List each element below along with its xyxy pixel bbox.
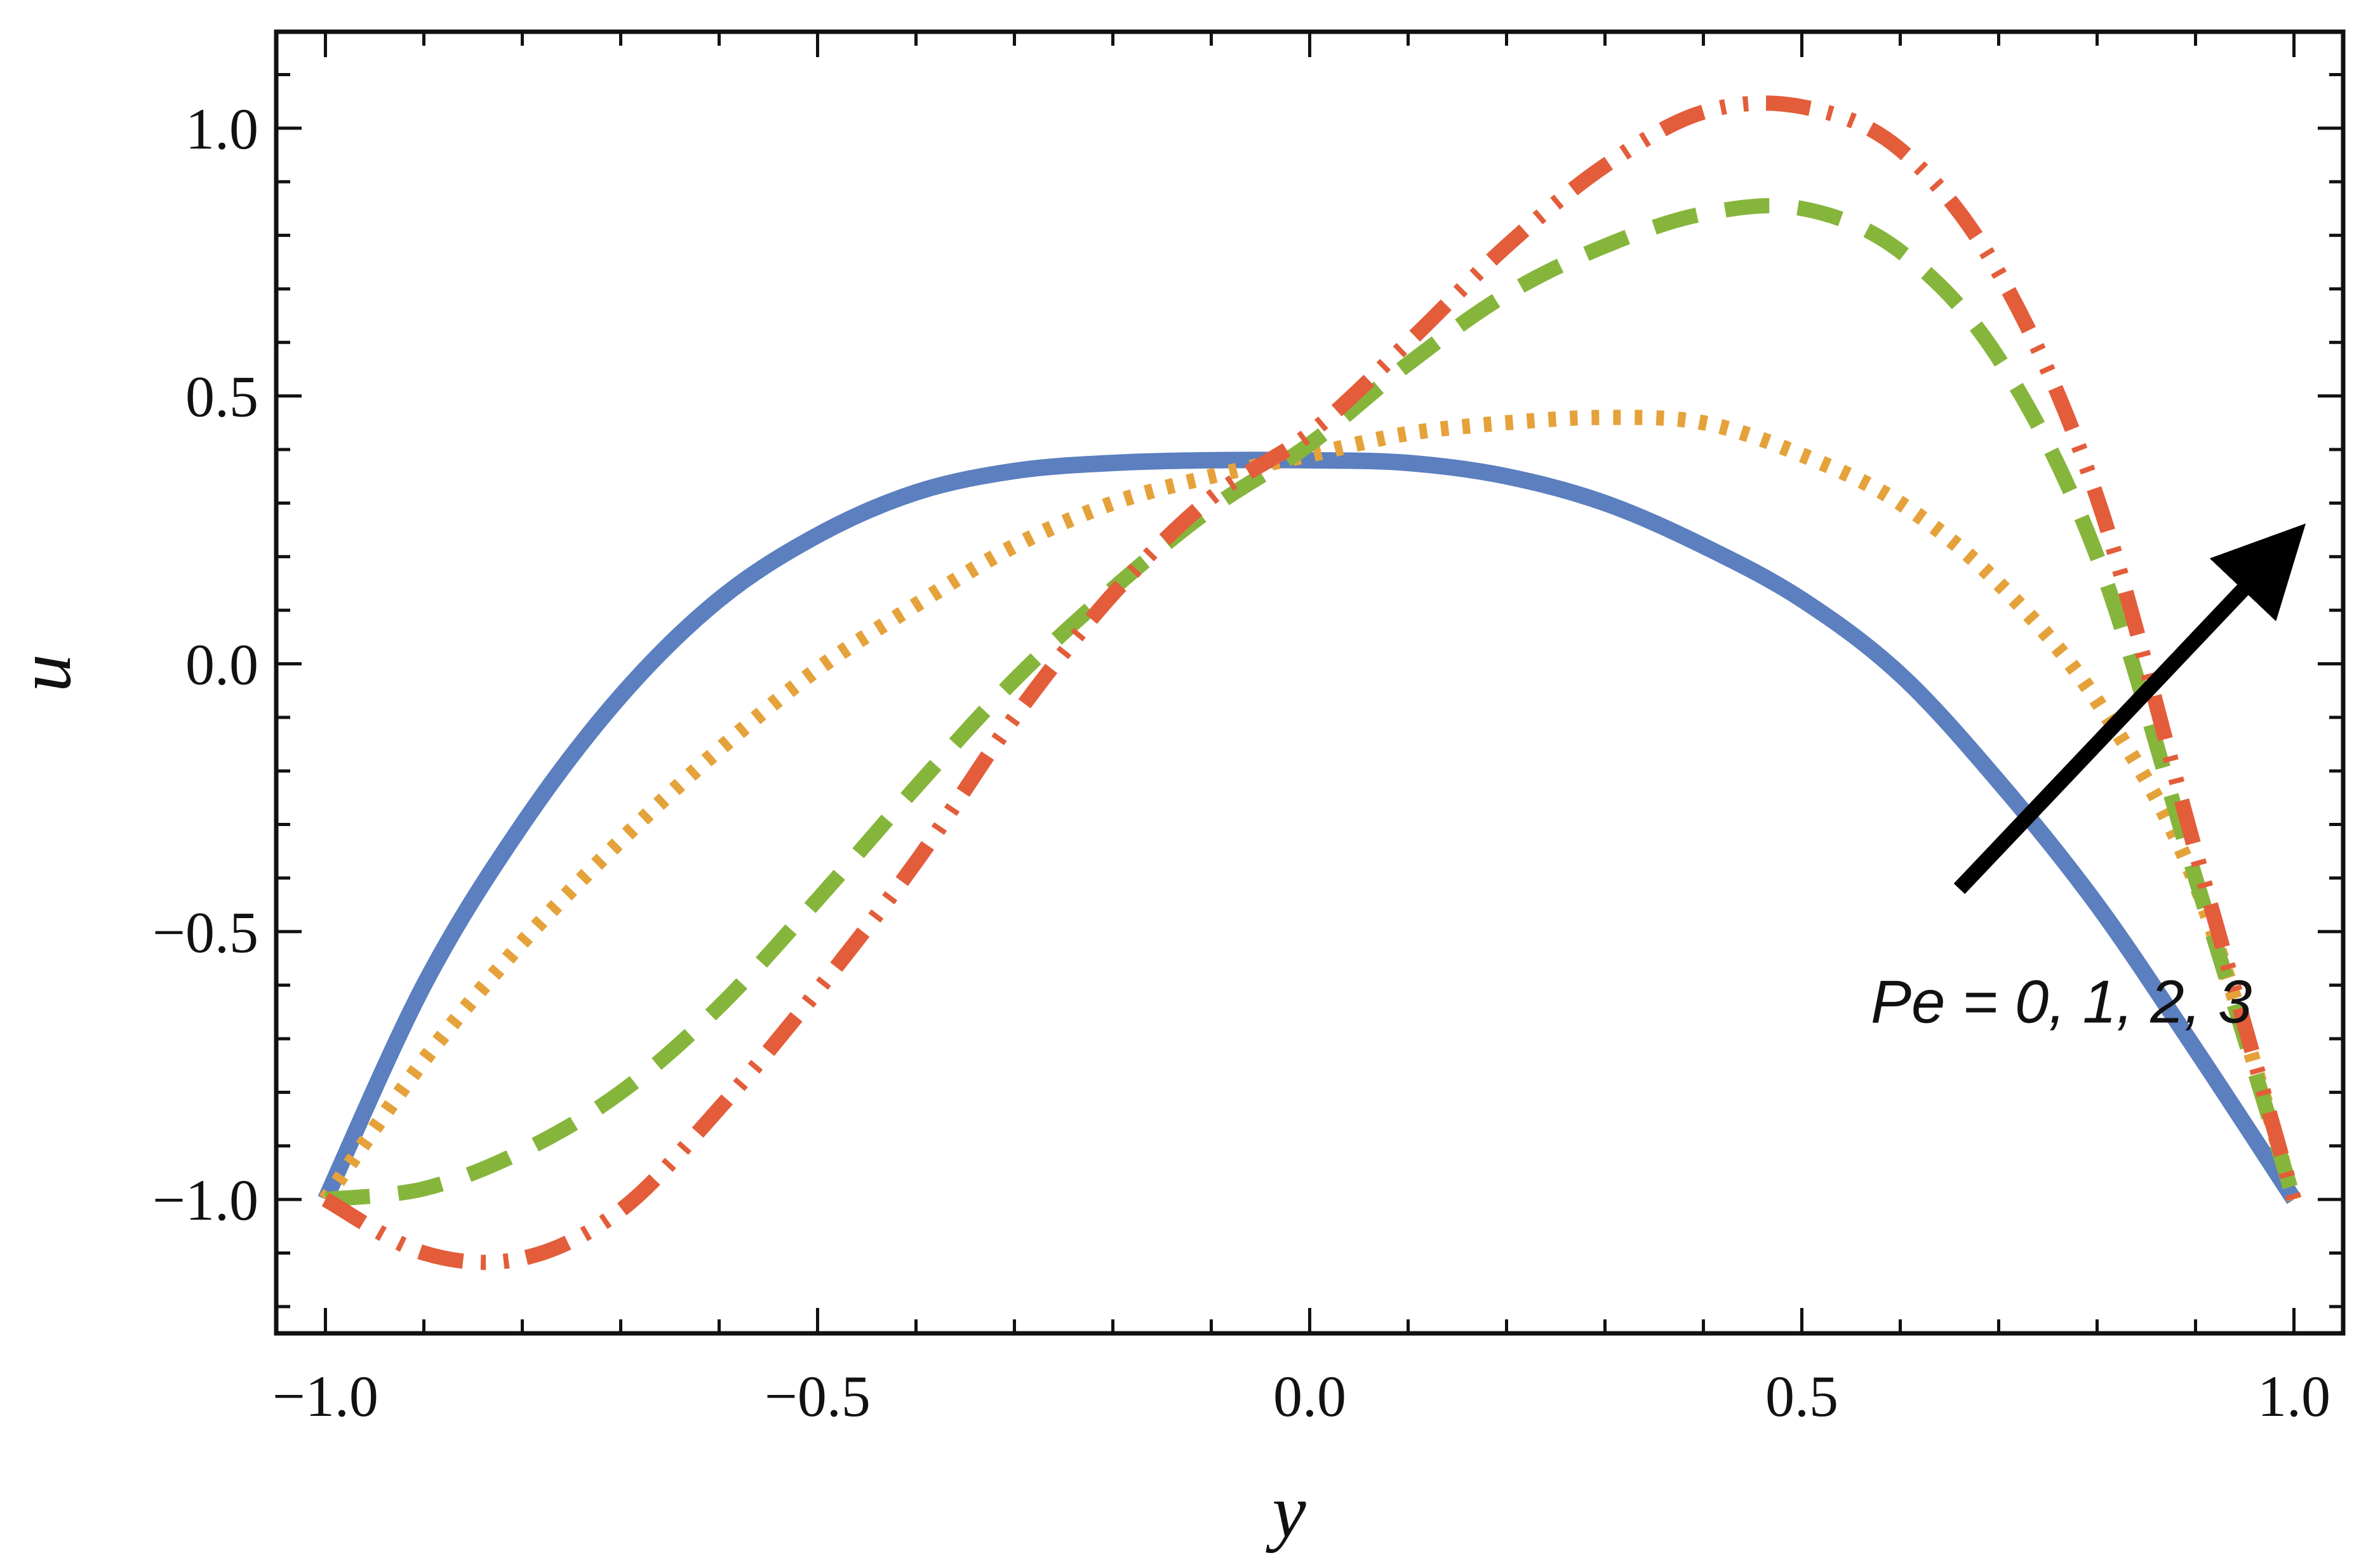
x-tick-label: −0.5 bbox=[765, 1364, 871, 1429]
curves-layer bbox=[318, 95, 2302, 1270]
ticks-layer: −1.0 −0.5 0.0 0.5 1.0 −1.0 −0.5 0.0 0.5 1.0 bbox=[152, 32, 2343, 1429]
x-tick-label: 1.0 bbox=[2257, 1364, 2330, 1429]
series-line-pe-2 bbox=[324, 198, 2301, 1208]
pe-annotation-label: Pe = 0, 1, 2, 3 bbox=[1871, 968, 2252, 1036]
x-tick-label: 0.0 bbox=[1273, 1364, 1346, 1429]
series-line-pe-3 bbox=[321, 95, 2302, 1270]
y-tick-label: 0.0 bbox=[185, 632, 258, 697]
series-line-pe-0 bbox=[318, 451, 2301, 1204]
y-axis-label: u bbox=[2, 654, 86, 692]
series-line-pe-1 bbox=[319, 410, 2301, 1204]
annotations-layer: Pe = 0, 1, 2, 3 bbox=[1871, 523, 2306, 1036]
y-tick-label: 1.0 bbox=[185, 97, 258, 161]
increase-arrow bbox=[1953, 523, 2306, 895]
y-tick-label: 0.5 bbox=[185, 364, 258, 429]
x-axis-label: y bbox=[1265, 1469, 1306, 1553]
x-tick-label: 0.5 bbox=[1765, 1364, 1838, 1429]
y-tick-label: −1.0 bbox=[152, 1168, 258, 1232]
y-tick-label: −0.5 bbox=[152, 900, 258, 964]
x-tick-label: −1.0 bbox=[272, 1364, 378, 1429]
